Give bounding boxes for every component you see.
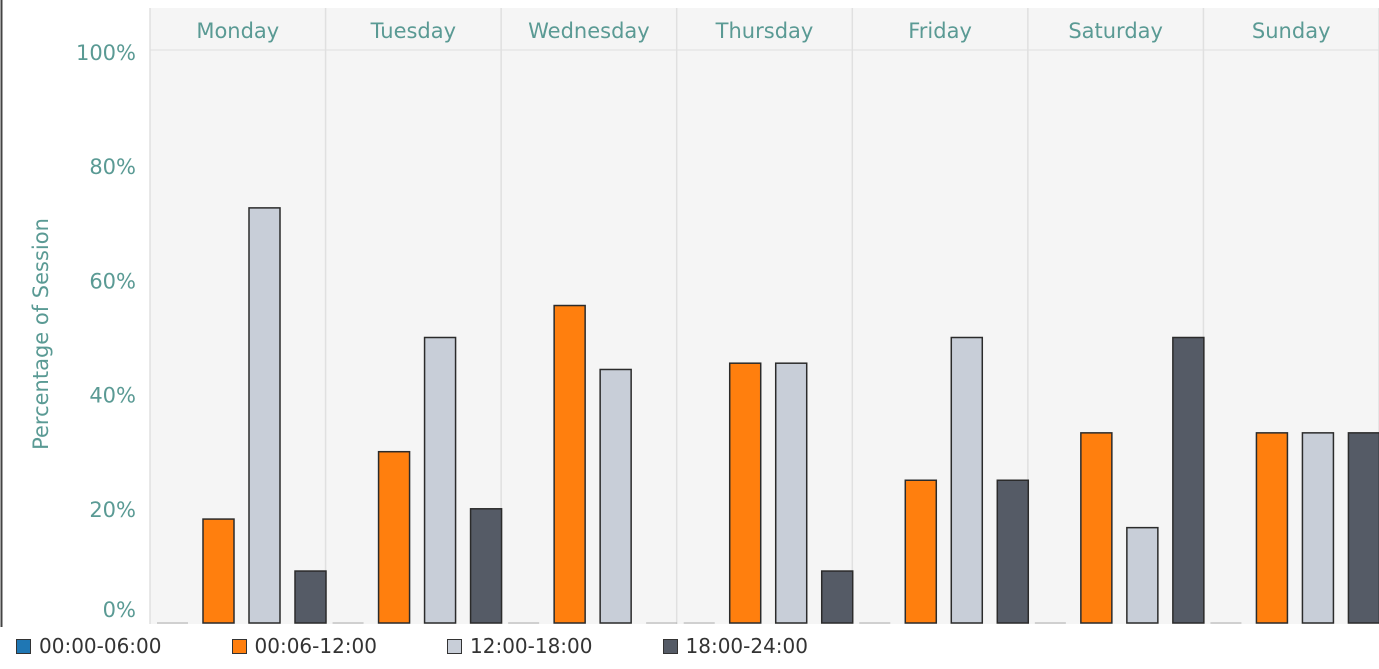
- legend-item[interactable]: 00:06-12:00: [231, 634, 378, 658]
- bar-monday-2[interactable]: [248, 207, 281, 624]
- legend-swatch: [16, 638, 31, 654]
- bar-wednesday-2[interactable]: [599, 368, 632, 624]
- legend-label: 00:06-12:00: [254, 634, 378, 658]
- bar-wednesday-1[interactable]: [553, 304, 586, 624]
- bar-tuesday-3[interactable]: [469, 508, 503, 624]
- legend-label: 00:00-06:00: [39, 634, 162, 658]
- legend-item[interactable]: 18:00-24:00: [662, 634, 809, 658]
- bar-saturday-1[interactable]: [1080, 432, 1113, 624]
- day-headers: Monday Tuesday Wednesday Thursday Friday Satu…: [196, 19, 1330, 43]
- category-header-saturday: Saturday: [1068, 19, 1163, 43]
- bar-saturday-3[interactable]: [1172, 336, 1205, 624]
- y-tick-label: 60%: [89, 269, 136, 293]
- legend-swatch: [662, 638, 678, 654]
- y-tick-label: 100%: [76, 41, 136, 65]
- bar-monday-3[interactable]: [294, 570, 327, 624]
- legend-item[interactable]: 00:00-06:00: [16, 634, 162, 658]
- category-header-monday: Monday: [196, 19, 279, 43]
- bar-sunday-1[interactable]: [1255, 432, 1289, 624]
- y-axis-label: Percentage of Session: [29, 218, 53, 450]
- legend: 00:00-06:00 00:06-12:00 12:00-18:00 18:00-2…: [16, 631, 878, 661]
- legend-item[interactable]: 12:00-18:00: [447, 634, 593, 658]
- legend-swatch: [231, 638, 247, 654]
- bar-tuesday-2[interactable]: [423, 336, 457, 624]
- bar-sunday-2[interactable]: [1301, 432, 1335, 624]
- bar-thursday-2[interactable]: [774, 362, 808, 624]
- bar-friday-2[interactable]: [950, 336, 984, 624]
- bar-friday-1[interactable]: [904, 479, 938, 624]
- y-tick-label: 80%: [89, 155, 136, 179]
- bar-thursday-3[interactable]: [820, 570, 854, 624]
- category-header-thursday: Thursday: [715, 19, 814, 43]
- category-header-friday: Friday: [908, 19, 972, 43]
- y-tick-label: 40%: [89, 384, 136, 408]
- category-header-wednesday: Wednesday: [528, 19, 650, 43]
- y-axis: 0% 20% 40% 60% 80% 100%: [76, 41, 136, 622]
- bar-monday-1[interactable]: [202, 518, 235, 624]
- legend-swatch: [447, 638, 462, 654]
- legend-label: 12:00-18:00: [470, 634, 593, 658]
- bar-tuesday-1[interactable]: [377, 450, 411, 624]
- bar-friday-3[interactable]: [996, 479, 1030, 624]
- bar-saturday-2[interactable]: [1126, 526, 1159, 624]
- bar-thursday-1[interactable]: [728, 362, 762, 624]
- bars: [157, 207, 1379, 624]
- y-tick-label: 0%: [103, 598, 136, 622]
- y-tick-label: 20%: [89, 498, 136, 522]
- category-header-tuesday: Tuesday: [370, 19, 456, 43]
- bar-sunday-3[interactable]: [1347, 432, 1379, 624]
- category-header-sunday: Sunday: [1252, 19, 1331, 43]
- legend-label: 18:00-24:00: [685, 634, 809, 658]
